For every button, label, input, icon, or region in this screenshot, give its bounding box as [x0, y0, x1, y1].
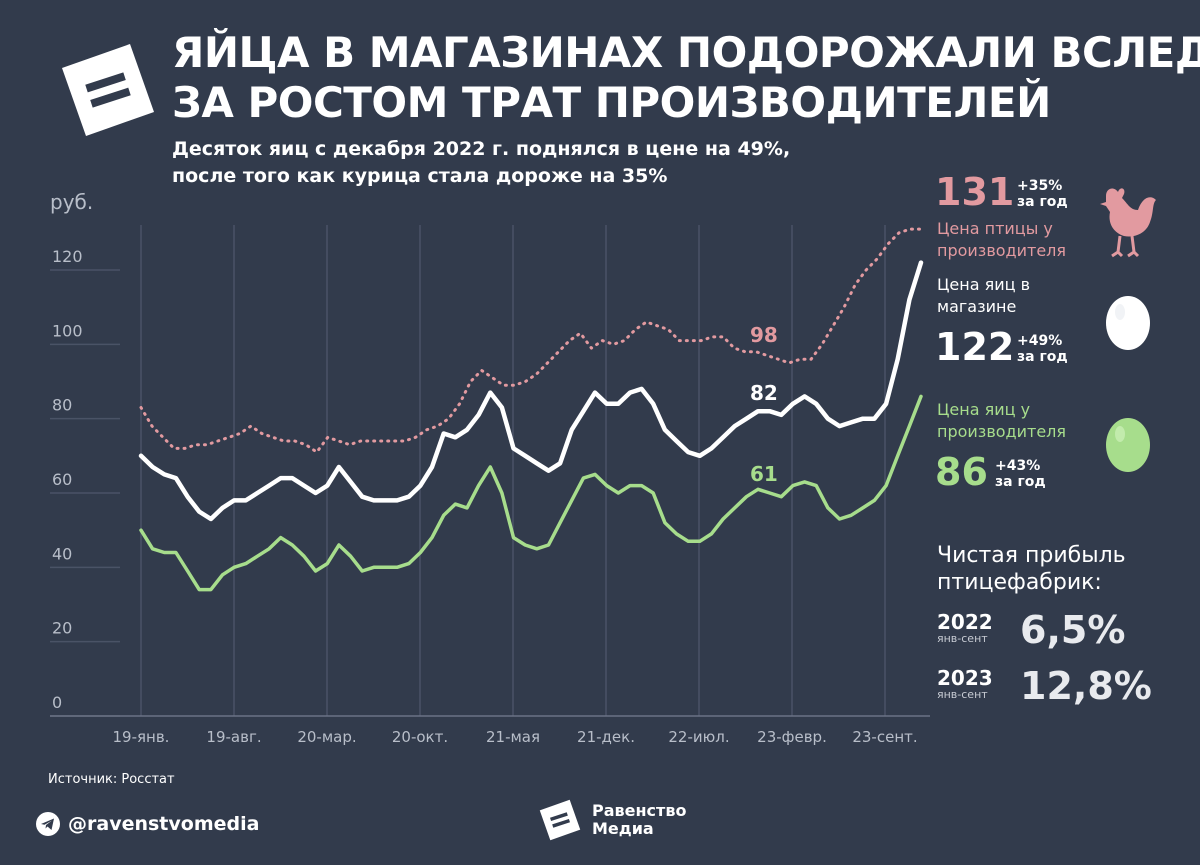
telegram-icon	[36, 812, 60, 836]
y-tick-label: 20	[52, 619, 72, 638]
y-tick-label: 80	[52, 396, 72, 415]
poultry-label-line-1: Цена птицы у	[937, 219, 1053, 238]
producer-value-block: 86	[935, 452, 988, 492]
axes: 19-янв. 19-авг. 20-мар. 20-окт. 21-мая 21-дек…	[50, 247, 930, 746]
store-change: +49%	[1017, 333, 1063, 349]
series-line-store	[138, 260, 924, 522]
x-tick-label: 20-мар.	[297, 728, 356, 746]
poultry-mid-label: 98	[750, 323, 778, 347]
profit-period: янв-сент	[937, 688, 988, 701]
profit-year: 2023	[937, 666, 993, 690]
poultry-value-block: 131	[935, 172, 1014, 212]
poultry-period: за год	[1017, 194, 1068, 210]
profit-title-line-1: Чистая прибыль	[937, 543, 1126, 568]
producer-change: +43%	[995, 458, 1041, 474]
producer-mid-label: 61	[750, 462, 778, 486]
x-tick-label: 20-окт.	[392, 728, 448, 746]
y-tick-label: 60	[52, 470, 72, 489]
brand-logo-small	[539, 799, 581, 841]
brand-footer: Равенство Медиа	[538, 798, 686, 842]
store-label-line-2: магазине	[937, 297, 1017, 316]
x-tick-label: 21-мая	[486, 728, 540, 746]
y-tick-label: 120	[52, 247, 83, 266]
poultry-label-line-2: производителя	[937, 241, 1067, 260]
poultry-change: +35%	[1017, 178, 1063, 194]
series	[138, 227, 924, 592]
store-label-line-1: Цена яиц в	[937, 275, 1031, 294]
store-label: Цена яиц в магазине	[937, 274, 1030, 318]
poultry-label: Цена птицы у производителя	[937, 218, 1066, 262]
series-line-producer	[139, 394, 923, 592]
store-value-block: 122	[935, 327, 1014, 367]
title-line-1: ЯЙЦА В МАГАЗИНАХ ПОДОРОЖАЛИ ВСЛЕД	[172, 28, 1200, 77]
x-tick-label: 19-янв.	[113, 728, 170, 746]
profit-title: Чистая прибыль птицефабрик:	[937, 542, 1126, 596]
x-tick-label: 23-сент.	[852, 728, 917, 746]
store-mid-label: 82	[750, 381, 778, 405]
green-egg-icon	[1106, 418, 1150, 472]
hen-icon	[1100, 188, 1156, 258]
profit-value: 6,5%	[1020, 608, 1126, 652]
brand-logo	[62, 44, 154, 136]
profit-value: 12,8%	[1020, 664, 1152, 708]
x-tick-label: 22-июл.	[668, 728, 729, 746]
page-subtitle: Десяток яиц с декабря 2022 г. поднялся в…	[172, 136, 932, 190]
poultry-change-block: +35% за год	[1017, 178, 1068, 210]
poultry-value: 131	[935, 170, 1015, 214]
title-line-2: ЗА РОСТОМ ТРАТ ПРОИЗВОДИТЕЛЕЙ	[172, 78, 1051, 127]
brand-name: Равенство Медиа	[592, 802, 686, 838]
store-period: за год	[1017, 349, 1068, 365]
store-value: 122	[935, 325, 1015, 369]
series-line-poultry	[139, 227, 923, 454]
brand-name-line-1: Равенство	[592, 801, 687, 820]
producer-label-line-2: производителя	[937, 422, 1067, 441]
profit-row-2022: 2022 янв-сент	[937, 611, 993, 645]
profit-title-line-2: птицефабрик:	[937, 570, 1102, 595]
brand-name-line-2: Медиа	[592, 819, 654, 838]
x-tick-label: 19-авг.	[206, 728, 261, 746]
producer-label: Цена яиц у производителя	[937, 399, 1066, 443]
store-change-block: +49% за год	[1017, 333, 1068, 365]
subtitle-line-2: после того как курица стала дороже на 35…	[172, 165, 668, 187]
telegram-link[interactable]: @ravenstvomedia	[36, 812, 259, 836]
white-egg-icon	[1106, 296, 1150, 350]
subtitle-line-1: Десяток яиц с декабря 2022 г. поднялся в…	[172, 138, 791, 160]
y-tick-label: 0	[52, 693, 62, 712]
x-tick-label: 23-февр.	[757, 728, 827, 746]
profit-row-2023: 2023 янв-сент	[937, 667, 993, 701]
producer-label-line-1: Цена яиц у	[937, 400, 1031, 419]
grid	[50, 225, 886, 717]
y-tick-label: 40	[52, 544, 72, 563]
profit-year: 2022	[937, 610, 993, 634]
page-title: ЯЙЦА В МАГАЗИНАХ ПОДОРОЖАЛИ ВСЛЕД ЗА РОС…	[172, 28, 1200, 128]
telegram-handle: @ravenstvomedia	[68, 813, 260, 835]
profit-period: янв-сент	[937, 632, 988, 645]
source-note: Источник: Росстат	[48, 772, 175, 787]
producer-change-block: +43% за год	[995, 458, 1046, 490]
producer-period: за год	[995, 474, 1046, 490]
y-axis-unit: руб.	[50, 190, 94, 214]
y-tick-label: 100	[52, 321, 83, 340]
producer-value: 86	[935, 450, 988, 494]
x-tick-label: 21-дек.	[577, 728, 635, 746]
